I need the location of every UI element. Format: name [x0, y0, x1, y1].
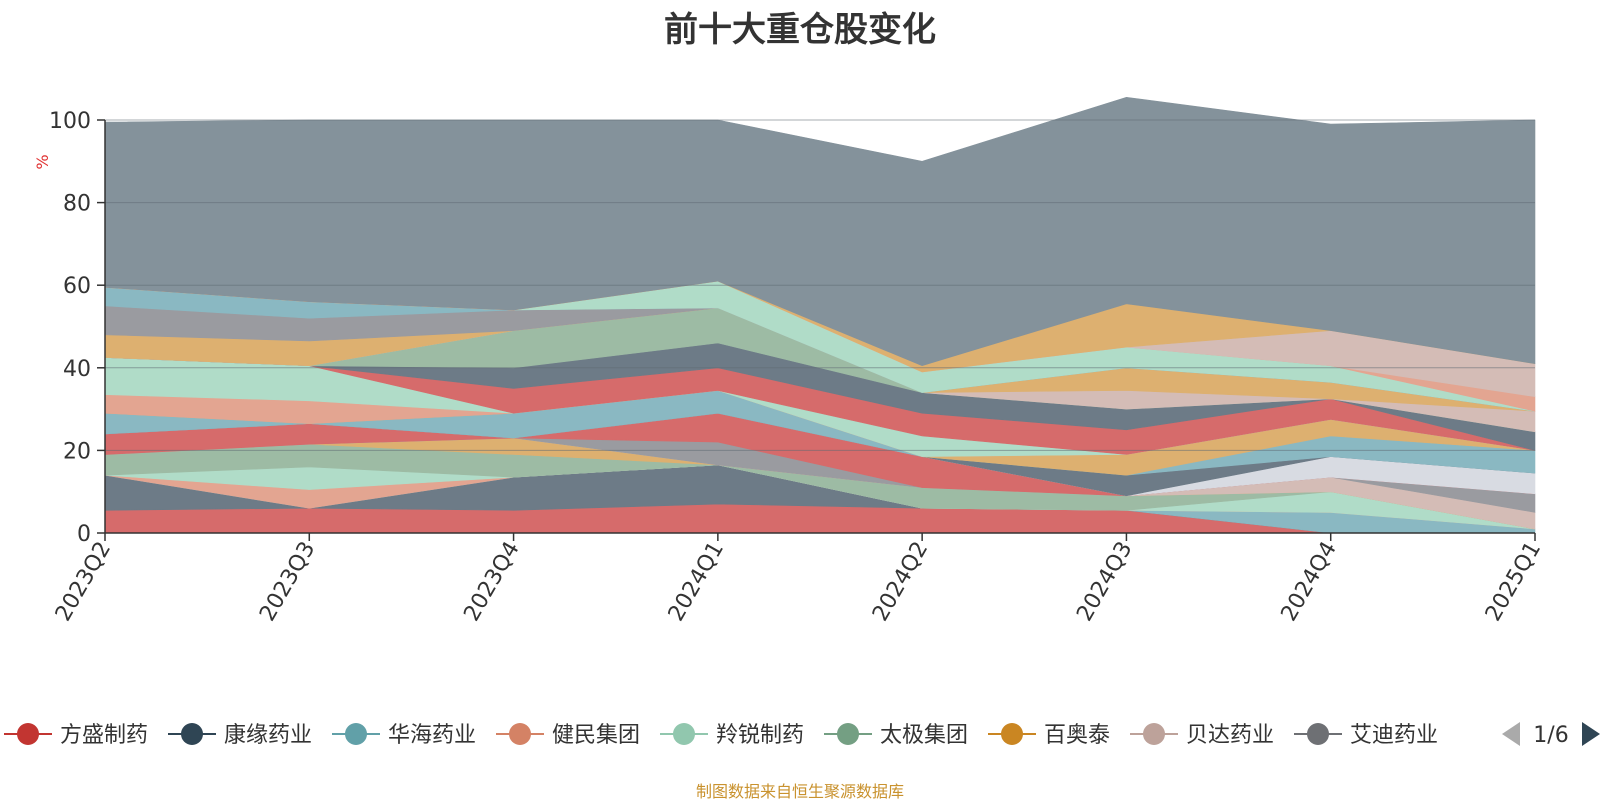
x-tick-label: 2025Q1: [1481, 538, 1546, 626]
legend-label: 羚锐制药: [716, 723, 804, 748]
y-tick-label: 60: [63, 274, 91, 299]
legend-page-indicator: 1/6: [1533, 723, 1568, 748]
legend-marker: [509, 723, 531, 745]
legend-prev-arrow-icon[interactable]: [1502, 722, 1520, 746]
legend-marker: [837, 723, 859, 745]
legend-next-arrow-icon[interactable]: [1582, 722, 1600, 746]
x-tick-label: 2024Q3: [1072, 538, 1137, 626]
legend-item[interactable]: 康缘药业: [168, 723, 312, 748]
legend-marker: [673, 723, 695, 745]
y-tick-label: 40: [63, 357, 91, 382]
legend-item[interactable]: 健民集团: [496, 723, 640, 748]
legend-marker: [17, 723, 39, 745]
legend-label: 康缘药业: [224, 723, 312, 748]
legend-marker: [345, 723, 367, 745]
chart-title: 前十大重仓股变化: [664, 10, 936, 50]
x-tick-label: 2023Q4: [459, 538, 524, 626]
legend-label: 百奥泰: [1044, 723, 1110, 748]
y-tick-label: 80: [63, 192, 91, 217]
legend-label: 贝达药业: [1186, 723, 1274, 748]
legend-label: 健民集团: [552, 723, 640, 748]
y-axis-label: %: [33, 154, 52, 169]
legend-item[interactable]: 华海药业: [332, 723, 476, 748]
x-tick-label: 2024Q4: [1277, 538, 1342, 626]
legend-label: 太极集团: [880, 723, 968, 748]
area-series-group: [104, 96, 1536, 534]
legend-item[interactable]: 方盛制药: [4, 723, 148, 748]
legend: 方盛制药 康缘药业 华海药业 健民集团 羚锐制药 太极集团 百奥泰 贝达药业 艾迪药业: [4, 723, 1438, 748]
legend-item[interactable]: 羚锐制药: [660, 723, 804, 748]
legend-item[interactable]: 艾迪药业: [1294, 723, 1438, 748]
legend-label: 方盛制药: [60, 723, 148, 748]
legend-marker: [181, 723, 203, 745]
x-tick-label: 2023Q3: [255, 538, 320, 626]
x-tick-label: 2024Q1: [664, 538, 729, 626]
legend-pager: 1/6: [1502, 722, 1600, 748]
legend-item[interactable]: 贝达药业: [1130, 723, 1274, 748]
x-tick-label: 2024Q2: [868, 538, 933, 626]
x-tick-label: 2023Q2: [51, 538, 116, 626]
legend-label: 艾迪药业: [1350, 723, 1438, 748]
legend-marker: [1001, 723, 1023, 745]
legend-marker: [1143, 723, 1165, 745]
y-tick-label: 0: [77, 522, 91, 547]
legend-item[interactable]: 百奥泰: [988, 723, 1110, 748]
y-tick-label: 100: [49, 109, 91, 134]
legend-label: 华海药业: [388, 723, 476, 748]
source-note: 制图数据来自恒生聚源数据库: [695, 782, 904, 801]
legend-marker: [1307, 723, 1329, 745]
legend-item[interactable]: 太极集团: [824, 723, 968, 748]
y-tick-label: 20: [63, 439, 91, 464]
